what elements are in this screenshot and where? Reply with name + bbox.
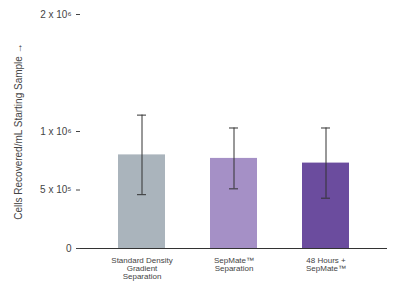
svg-text:5 x 10⁵: 5 x 10⁵ bbox=[40, 184, 71, 195]
svg-text:Cells Recovered/mL Starting Sa: Cells Recovered/mL Starting Sample → bbox=[13, 43, 24, 219]
svg-text:1 x 10⁶: 1 x 10⁶ bbox=[40, 126, 71, 137]
svg-text:Standard DensityGradientSepara: Standard DensityGradientSeparation bbox=[111, 256, 172, 281]
svg-text:48 Hours +SepMate™: 48 Hours +SepMate™ bbox=[306, 256, 346, 273]
svg-text:SepMate™Separation: SepMate™Separation bbox=[214, 256, 254, 273]
svg-text:2 x 10⁶: 2 x 10⁶ bbox=[40, 9, 71, 20]
svg-text:0: 0 bbox=[66, 243, 72, 254]
